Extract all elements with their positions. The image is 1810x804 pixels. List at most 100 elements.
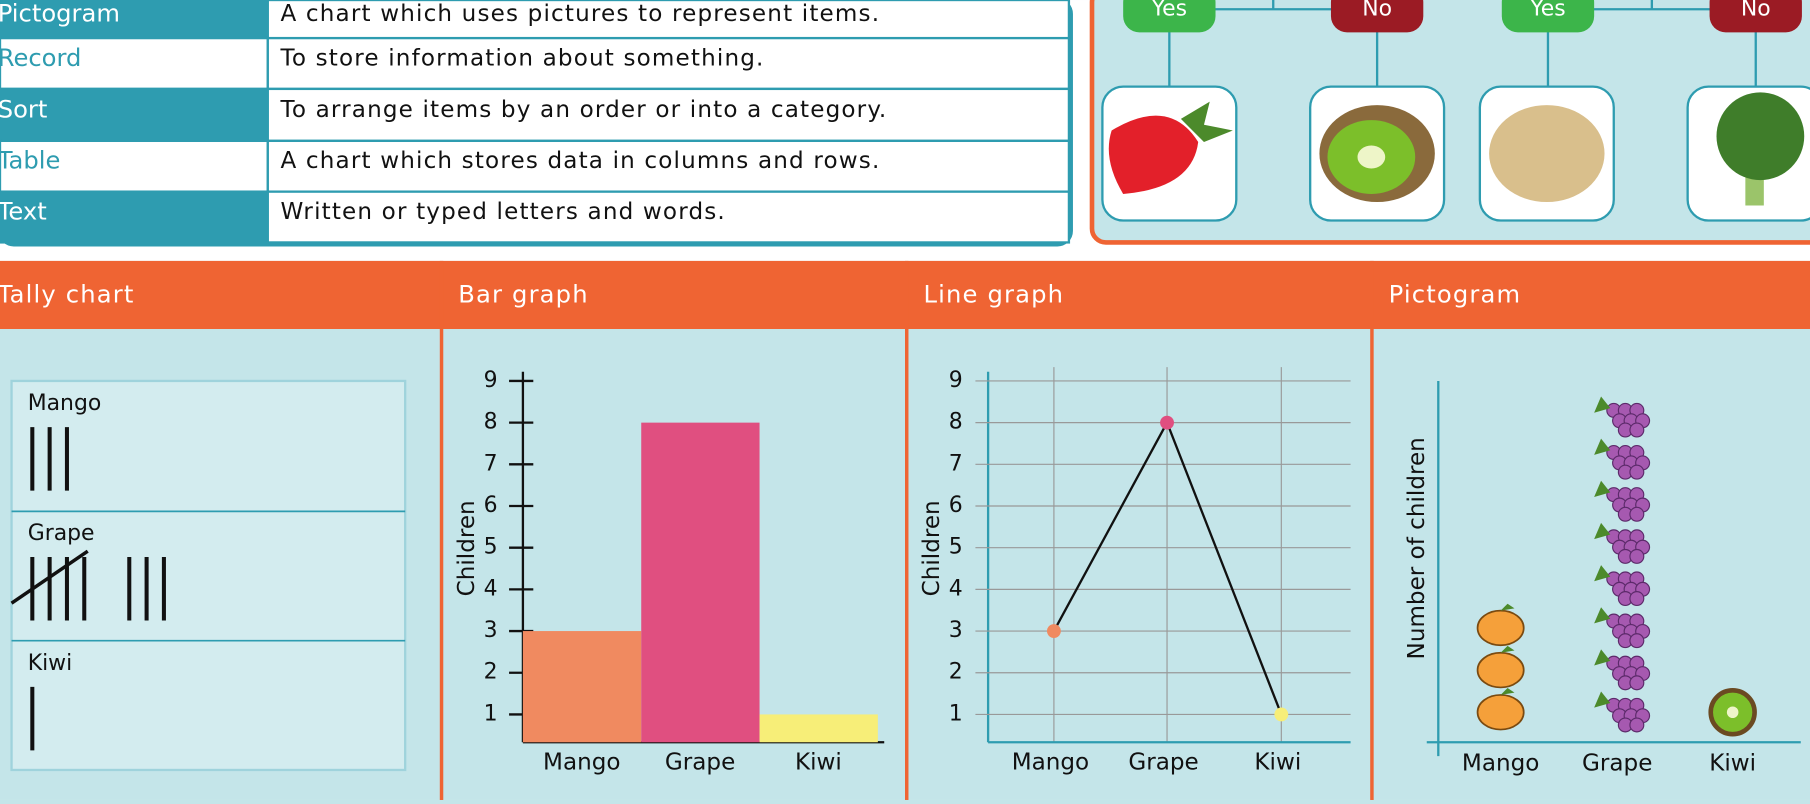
tally-marks [10, 549, 166, 621]
y-tick-label: 3 [949, 618, 963, 643]
term: Pictogram [0, 0, 120, 27]
definition: To store information about something. [280, 45, 765, 71]
point [1160, 415, 1174, 430]
mango-leaf [1500, 603, 1515, 611]
x-tick-label: Grape [1582, 751, 1652, 777]
y-tick-label: 9 [949, 368, 963, 393]
grape-leaf [1594, 649, 1611, 666]
x-tick-label: Kiwi [795, 750, 842, 776]
answer-label: Yes [1529, 0, 1565, 21]
panel-title: Pictogram [1389, 280, 1522, 309]
grape-leaf [1594, 565, 1611, 582]
y-tick-label: 4 [484, 576, 498, 601]
grape-leaf [1594, 607, 1611, 624]
tally-strike [10, 549, 89, 605]
grape-icon [1629, 591, 1645, 607]
answer-button [1709, 0, 1802, 33]
term: Text [0, 196, 47, 225]
potato [1489, 105, 1605, 203]
y-axis-label: Children [919, 500, 945, 596]
term: Record [0, 43, 81, 72]
strawberry [1108, 115, 1199, 194]
kiwi-core [1357, 145, 1386, 169]
tally-box [10, 379, 407, 772]
y-tick-label: 1 [949, 701, 963, 726]
definition: Written or typed letters and words. [281, 199, 726, 225]
mango-icon [1476, 609, 1525, 647]
definition-cell [266, 190, 1071, 244]
answer-button [1123, 0, 1216, 33]
tally-separators [11, 510, 406, 642]
panel-divider [439, 260, 444, 800]
panel-title: Line graph [923, 280, 1064, 309]
panel-divider [905, 260, 909, 800]
y-axis-label: Number of children [1404, 437, 1430, 659]
y-tick-label: 2 [949, 660, 963, 685]
term-cell [0, 36, 269, 91]
bar [759, 714, 878, 743]
definition: A chart which uses pictures to represent… [281, 1, 881, 27]
bar [641, 422, 760, 743]
panel-title: Bar graph [458, 280, 588, 309]
y-tick-label: 6 [949, 493, 963, 518]
tally-label: Kiwi [28, 651, 73, 676]
grape-leaf [1594, 691, 1611, 708]
x-tick-label: Kiwi [1254, 750, 1301, 776]
x-tick-label: Kiwi [1709, 751, 1756, 777]
mango-icon [1476, 651, 1525, 689]
panel-title: Tally chart [0, 280, 135, 309]
grape-leaf [1594, 480, 1611, 497]
tally-label: Grape [28, 521, 95, 546]
y-tick-label: 8 [484, 410, 498, 435]
grape-icon [1629, 633, 1645, 649]
mango-leaf [1500, 645, 1515, 653]
tree-lines [1168, 0, 1757, 87]
picture-column [1708, 688, 1757, 737]
grape-leaf [1594, 396, 1611, 413]
kiwi-core [1726, 706, 1739, 719]
picture-column [1594, 396, 1651, 733]
y-tick-label: 5 [949, 535, 963, 560]
definition-cell [266, 0, 1071, 40]
tally-marks [30, 427, 69, 491]
floret [1716, 92, 1805, 181]
mango-icon [1476, 694, 1525, 731]
point [1274, 707, 1289, 722]
y-tick-label: 6 [484, 493, 498, 518]
answer-label: Yes [1151, 0, 1187, 21]
leaves [1180, 101, 1233, 143]
bar [522, 631, 642, 743]
grape-leaf [1594, 438, 1611, 455]
tally-label: Mango [28, 391, 102, 416]
picture-column [1476, 603, 1525, 731]
x-tick-label: Mango [543, 750, 620, 776]
definition-cell [266, 139, 1071, 193]
x-tick-label: Mango [1012, 750, 1089, 776]
answer-label: No [1362, 0, 1392, 21]
grape-icon [1629, 464, 1645, 480]
y-tick-label: 5 [484, 535, 498, 560]
term: Table [0, 146, 60, 175]
x-tick-label: Mango [1462, 751, 1539, 777]
y-tick-label: 9 [484, 368, 498, 393]
x-tick-label: Grape [665, 750, 735, 776]
x-tick-label: Grape [1128, 750, 1198, 776]
grape-icon [1629, 717, 1645, 733]
term-cell [0, 0, 269, 40]
answer-button [1501, 0, 1595, 33]
y-tick-label: 1 [484, 701, 498, 726]
y-tick-label: 7 [949, 451, 963, 476]
grape-icon [1629, 506, 1645, 522]
y-tick-label: 2 [484, 660, 498, 685]
term: Sort [0, 94, 47, 123]
y-tick-label: 7 [484, 451, 498, 476]
definition-cell [266, 87, 1071, 143]
y-tick-label: 3 [484, 618, 498, 643]
y-axis-label: Children [454, 500, 480, 596]
y-tick-label: 4 [949, 576, 963, 601]
definition: A chart which stores data in columns and… [281, 148, 881, 174]
mango-leaf [1500, 688, 1515, 695]
